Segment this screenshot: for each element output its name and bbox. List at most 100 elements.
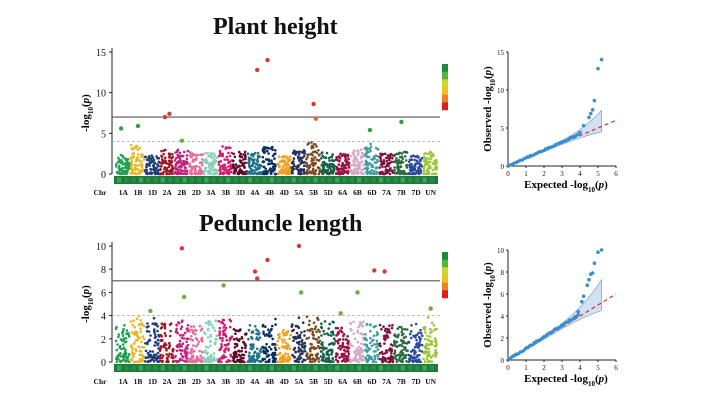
snp-point <box>400 330 404 334</box>
snp-point <box>383 329 387 333</box>
band-segment <box>204 177 209 183</box>
snp-point <box>181 169 184 173</box>
snp-point <box>414 162 418 165</box>
snp-point <box>336 352 339 356</box>
x-tick-label: 7A <box>382 188 392 197</box>
snp-point <box>349 321 352 325</box>
snp-point <box>289 333 292 337</box>
snp-point <box>240 349 243 353</box>
snp-point <box>175 349 179 353</box>
band-segment <box>342 177 347 183</box>
snp-point <box>135 317 139 321</box>
snp-point <box>336 327 340 330</box>
snp-point <box>178 348 182 352</box>
snp-point <box>209 152 213 155</box>
snp-point <box>199 153 202 156</box>
snp-point <box>426 334 429 338</box>
snp-point <box>170 159 173 163</box>
snp-point <box>428 160 432 164</box>
snp-point <box>360 169 364 172</box>
snp-point <box>366 147 369 151</box>
snp-point <box>332 159 336 162</box>
snp-point <box>300 340 304 343</box>
snp-point <box>330 350 334 354</box>
snp-point <box>270 327 273 331</box>
snp-point <box>403 155 407 158</box>
snp-point <box>416 154 419 158</box>
snp-point <box>121 167 124 170</box>
band-background <box>114 364 438 372</box>
band-segment <box>357 365 362 371</box>
snp-point <box>428 164 431 167</box>
snp-point <box>221 336 224 340</box>
snp-point <box>393 351 397 354</box>
snp-point <box>331 342 335 345</box>
snp-point <box>387 156 390 159</box>
band-segment <box>306 365 311 371</box>
snp-point <box>163 323 167 327</box>
snp-point <box>292 339 295 343</box>
snp-point <box>273 163 277 166</box>
band-background <box>114 176 438 184</box>
snp-point <box>434 348 437 352</box>
snp-point <box>130 162 134 165</box>
snp-point <box>372 350 376 353</box>
band-segment <box>153 177 158 183</box>
peak-snp-point <box>296 243 302 249</box>
snp-point <box>243 155 247 159</box>
snp-point <box>379 157 383 160</box>
snp-point <box>130 160 134 163</box>
snp-point <box>321 163 325 167</box>
snp-point <box>169 329 172 333</box>
snp-point <box>227 151 230 155</box>
snp-point <box>191 360 194 364</box>
snp-point <box>195 338 199 342</box>
snp-point <box>265 348 269 352</box>
snp-point <box>223 349 226 353</box>
snp-point <box>378 342 382 346</box>
snp-point <box>357 152 360 155</box>
snp-point <box>311 346 314 349</box>
qq-y-tick-label: 0 <box>501 163 505 171</box>
snp-point <box>312 142 316 146</box>
snp-point <box>247 162 251 165</box>
snp-point <box>195 165 199 168</box>
snp-point <box>199 161 203 164</box>
snp-point <box>185 162 189 165</box>
snp-point <box>325 353 329 356</box>
snp-point <box>154 172 157 176</box>
legend-color-swatch <box>442 102 448 111</box>
snp-point <box>364 159 368 163</box>
snp-point <box>218 149 222 153</box>
snp-point <box>204 345 208 349</box>
x-tick-label: 2A <box>163 377 173 386</box>
snp-point <box>123 340 127 344</box>
snp-point <box>374 154 378 157</box>
snp-point <box>142 355 145 359</box>
snp-point <box>399 161 403 165</box>
snp-point <box>164 161 168 165</box>
snp-point <box>414 334 417 337</box>
snp-point <box>276 353 280 357</box>
snp-point <box>256 329 260 333</box>
snp-point <box>376 342 379 345</box>
snp-point <box>391 169 395 173</box>
snp-point <box>132 319 135 323</box>
snp-point <box>176 150 179 153</box>
qq-x-tick-label: 5 <box>596 170 600 178</box>
snp-point <box>222 326 225 329</box>
snp-point <box>229 355 233 358</box>
snp-point <box>369 145 373 148</box>
snp-point <box>288 337 291 341</box>
snp-point <box>213 359 216 362</box>
snp-point <box>189 349 193 353</box>
band-segment <box>349 365 354 371</box>
snp-point <box>278 332 281 336</box>
snp-point <box>331 357 334 360</box>
x-tick-label: UN <box>425 188 436 197</box>
snp-point <box>224 326 228 330</box>
snp-point <box>134 163 137 167</box>
snp-point <box>263 150 266 154</box>
snp-point <box>375 346 378 349</box>
snp-point <box>297 355 301 358</box>
